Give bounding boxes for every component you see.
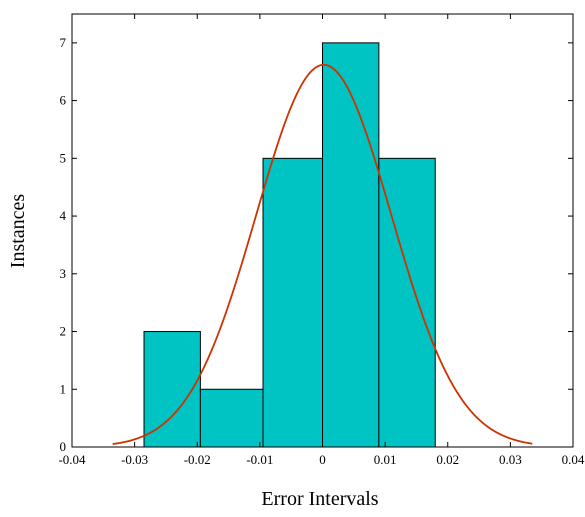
y-tick-label-3: 3 (60, 266, 67, 281)
x-tick-label-4: 0 (319, 452, 326, 467)
x-tick-label-8: 0.04 (562, 452, 585, 467)
y-tick-label-6: 6 (60, 93, 67, 108)
x-tick-label-7: 0.03 (499, 452, 522, 467)
x-tick-label-1: -0.03 (121, 452, 148, 467)
x-axis-label: Error Intervals (261, 488, 378, 510)
y-tick-label-5: 5 (60, 150, 67, 165)
x-tick-label-3: -0.01 (246, 452, 273, 467)
y-tick-label-1: 1 (60, 381, 67, 396)
x-tick-label-2: -0.02 (184, 452, 211, 467)
y-tick-label-4: 4 (60, 208, 67, 223)
y-tick-label-7: 7 (60, 35, 67, 50)
histogram-bar-2 (262, 157, 324, 448)
normal-fit-curve (112, 63, 533, 445)
y-tick-label-0: 0 (60, 439, 67, 454)
curve-layer (112, 63, 533, 445)
x-tick-label-0: -0.04 (58, 452, 86, 467)
y-tick-label-2: 2 (60, 324, 67, 339)
x-tick-label-6: 0.02 (436, 452, 459, 467)
bars-layer (143, 42, 436, 448)
histogram-bar-0 (143, 331, 201, 448)
x-tick-label-5: 0.01 (374, 452, 397, 467)
histogram-bar-3 (322, 42, 380, 448)
histogram-bar-1 (199, 388, 264, 448)
y-axis-label: Instances (7, 194, 29, 269)
ticks-layer: -0.04 -0.03 -0.02 -0.01 0 0.01 0.02 0.03 0.04 0 1 2… (58, 14, 585, 467)
